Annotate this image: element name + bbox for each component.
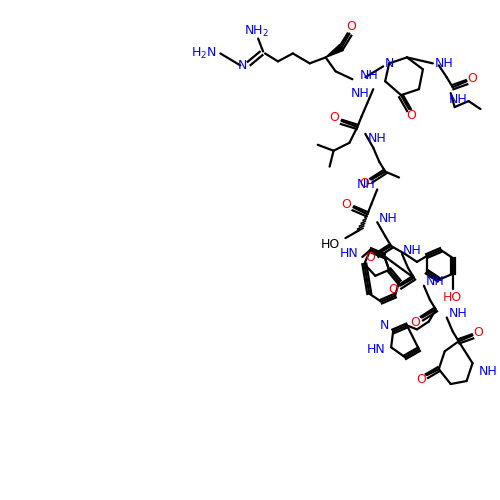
- Text: N: N: [384, 57, 394, 70]
- Text: O: O: [406, 110, 416, 122]
- Text: NH: NH: [426, 276, 444, 288]
- Text: H$_2$N: H$_2$N: [191, 46, 216, 61]
- Text: NH: NH: [350, 86, 370, 100]
- Text: NH: NH: [368, 132, 386, 145]
- Text: O: O: [468, 72, 477, 85]
- Text: HN: HN: [340, 248, 358, 260]
- Text: HO: HO: [320, 238, 340, 250]
- Text: O: O: [366, 252, 375, 264]
- Text: O: O: [388, 283, 398, 296]
- Text: O: O: [330, 112, 340, 124]
- Polygon shape: [326, 44, 344, 58]
- Text: N: N: [380, 319, 389, 332]
- Text: NH: NH: [435, 57, 454, 70]
- Text: O: O: [474, 326, 484, 339]
- Text: NH: NH: [478, 364, 497, 378]
- Text: NH: NH: [379, 212, 398, 224]
- Text: HN: HN: [366, 343, 385, 356]
- Text: NH$_2$: NH$_2$: [244, 24, 268, 39]
- Text: O: O: [360, 177, 370, 190]
- Text: N: N: [238, 59, 247, 72]
- Text: O: O: [410, 316, 420, 329]
- Text: HO: HO: [443, 291, 462, 304]
- Text: O: O: [342, 198, 351, 211]
- Text: NH: NH: [448, 307, 468, 320]
- Text: NH: NH: [448, 92, 468, 106]
- Text: O: O: [346, 20, 356, 33]
- Text: O: O: [416, 372, 426, 386]
- Text: NH: NH: [403, 244, 422, 256]
- Text: NH: NH: [360, 69, 378, 82]
- Text: NH: NH: [356, 178, 375, 191]
